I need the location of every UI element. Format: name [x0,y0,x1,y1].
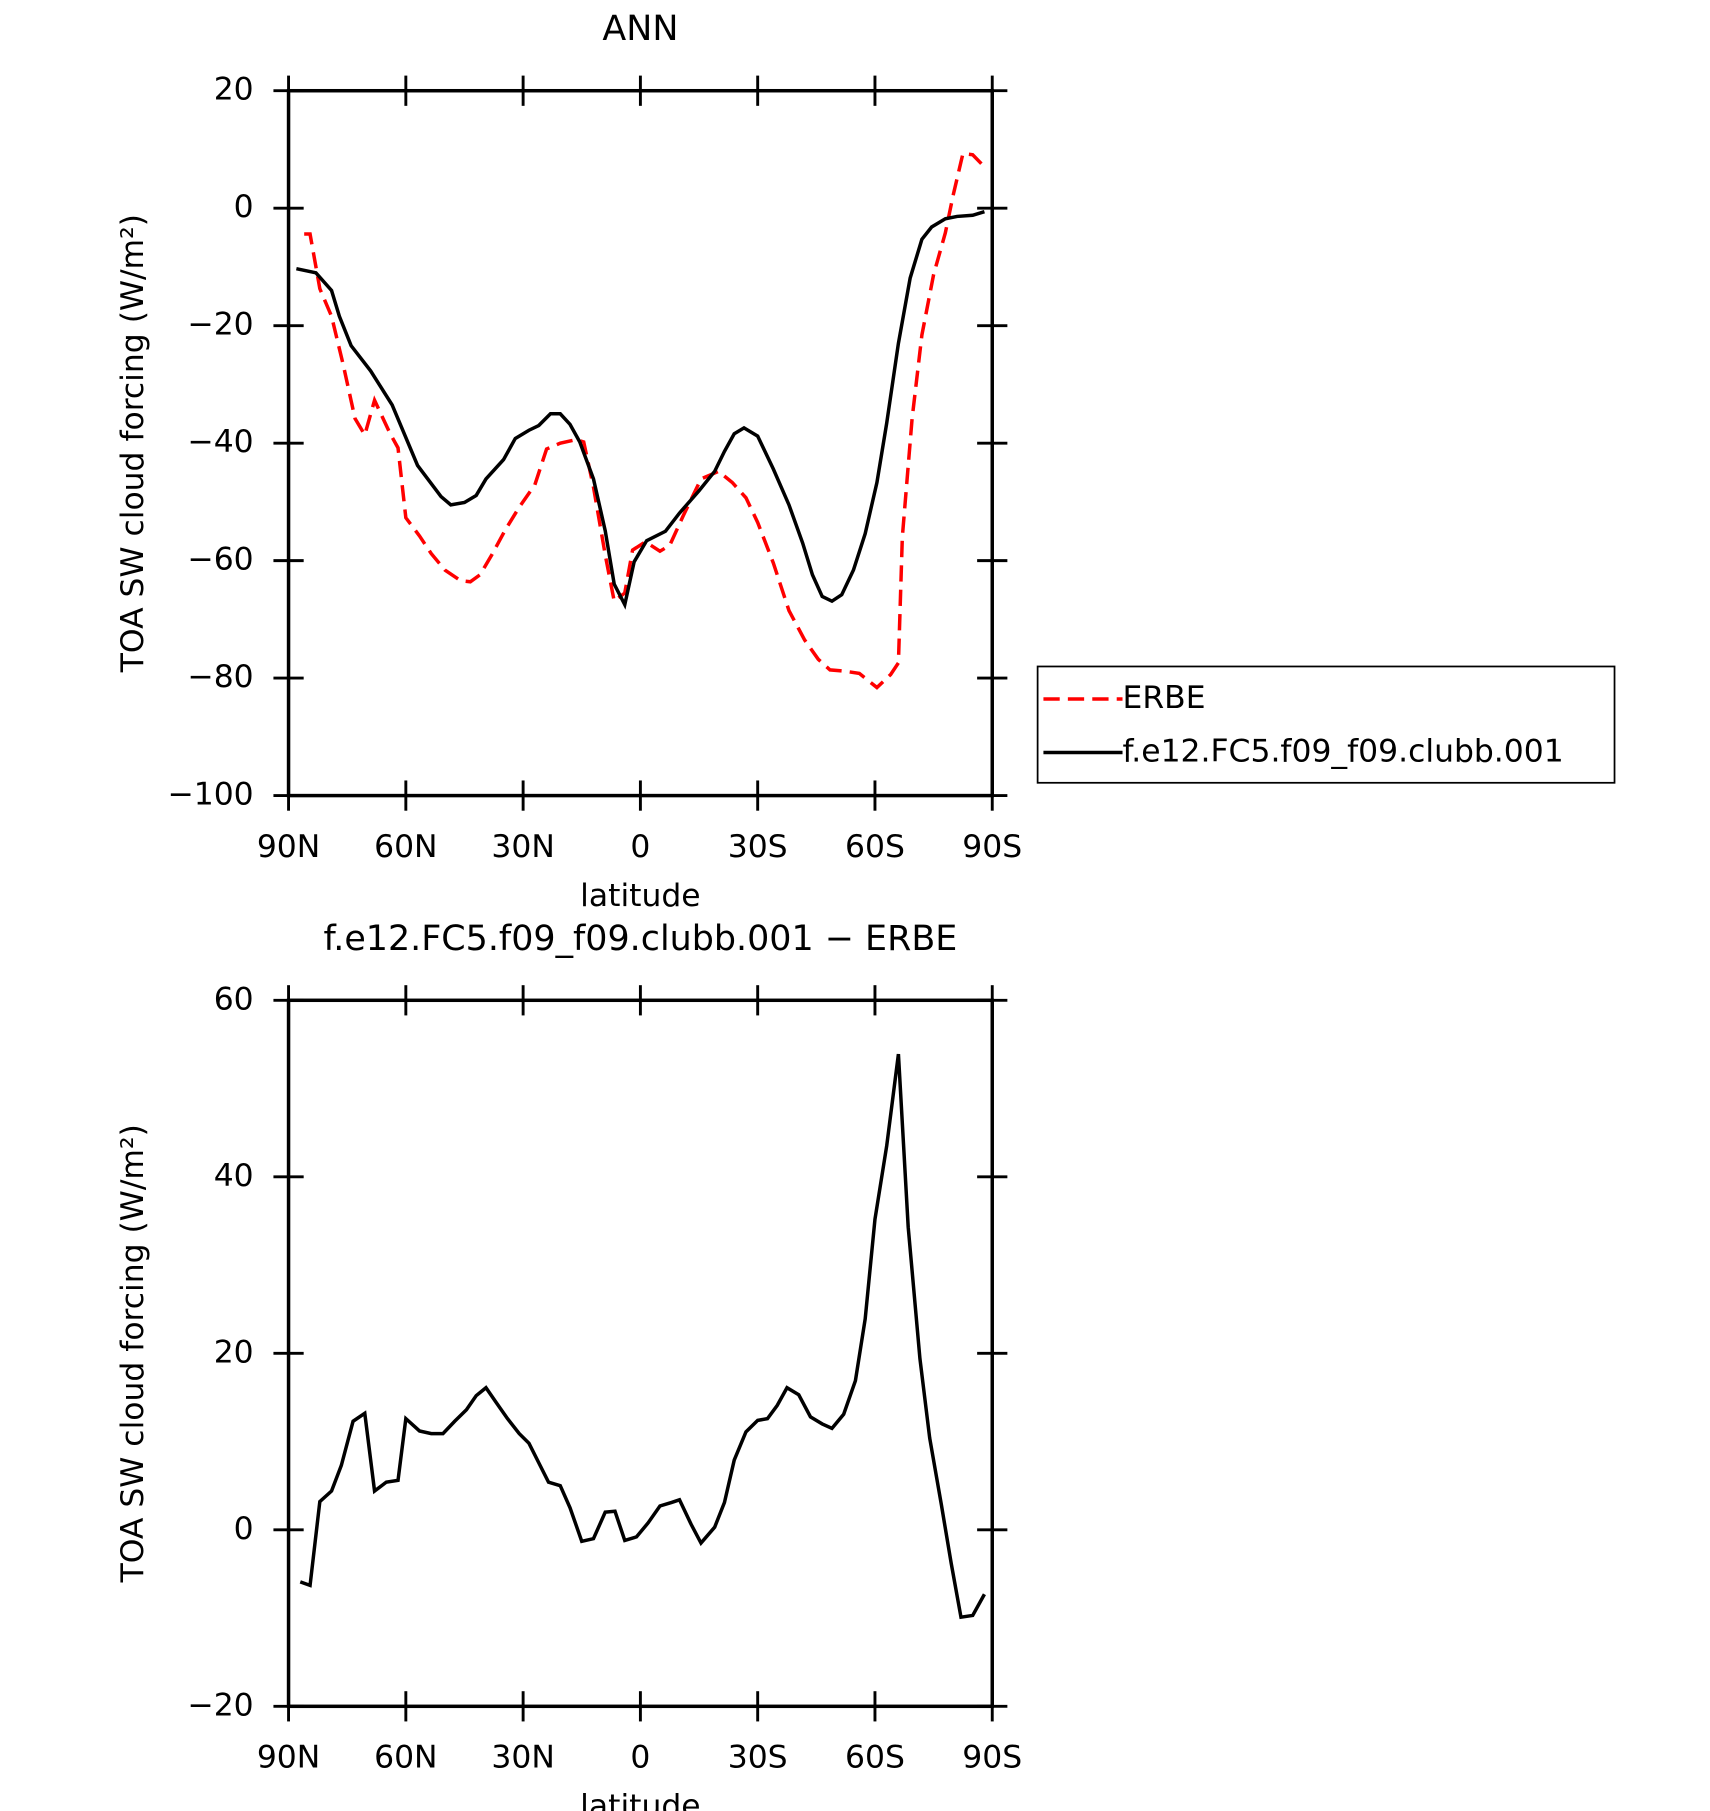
x-tick-label: 30N [491,1740,554,1776]
y-tick-label: −80 [187,659,253,695]
y-axis-label: TOA SW cloud forcing (W/m²) [115,1124,151,1583]
x-tick-label: 90N [257,1740,320,1776]
y-tick-label: −60 [187,542,253,578]
y-tick-label: −20 [187,307,253,343]
y-tick-label: 60 [214,981,254,1017]
chart-title: ANN [602,9,678,49]
x-tick-label: 90S [962,829,1022,865]
x-tick-label: 90N [257,829,320,865]
y-axis-label: TOA SW cloud forcing (W/m²) [115,214,151,673]
y-tick-label: −20 [187,1687,253,1723]
y-tick-label: 40 [214,1158,254,1194]
data-line [304,151,988,690]
legend-label: ERBE [1123,680,1206,716]
y-tick-label: 0 [234,189,254,225]
x-axis-label: latitude [580,1789,700,1811]
x-tick-label: 60S [845,829,905,865]
x-tick-label: 0 [630,829,650,865]
x-tick-label: 90S [962,1740,1022,1776]
x-tick-label: 60N [374,1740,437,1776]
y-tick-label: −40 [187,424,253,460]
chart-title: f.e12.FC5.f09_f09.clubb.001 − ERBE [324,919,958,959]
y-tick-label: 0 [234,1511,254,1547]
x-tick-label: 30S [728,829,788,865]
y-tick-label: 20 [214,1334,254,1370]
x-tick-label: 0 [630,1740,650,1776]
y-tick-label: −100 [167,777,253,813]
plot-frame [286,88,994,798]
x-tick-label: 60S [845,1740,905,1776]
legend-box [1036,665,1616,784]
legend-label: f.e12.FC5.f09_f09.clubb.001 [1123,734,1564,770]
y-tick-label: 20 [214,72,254,108]
x-axis-label: latitude [580,878,700,914]
x-tick-label: 30S [728,1740,788,1776]
data-line [299,1053,986,1620]
plot-frame [286,998,994,1709]
x-tick-label: 60N [374,829,437,865]
data-line [296,210,985,610]
x-tick-label: 30N [491,829,554,865]
